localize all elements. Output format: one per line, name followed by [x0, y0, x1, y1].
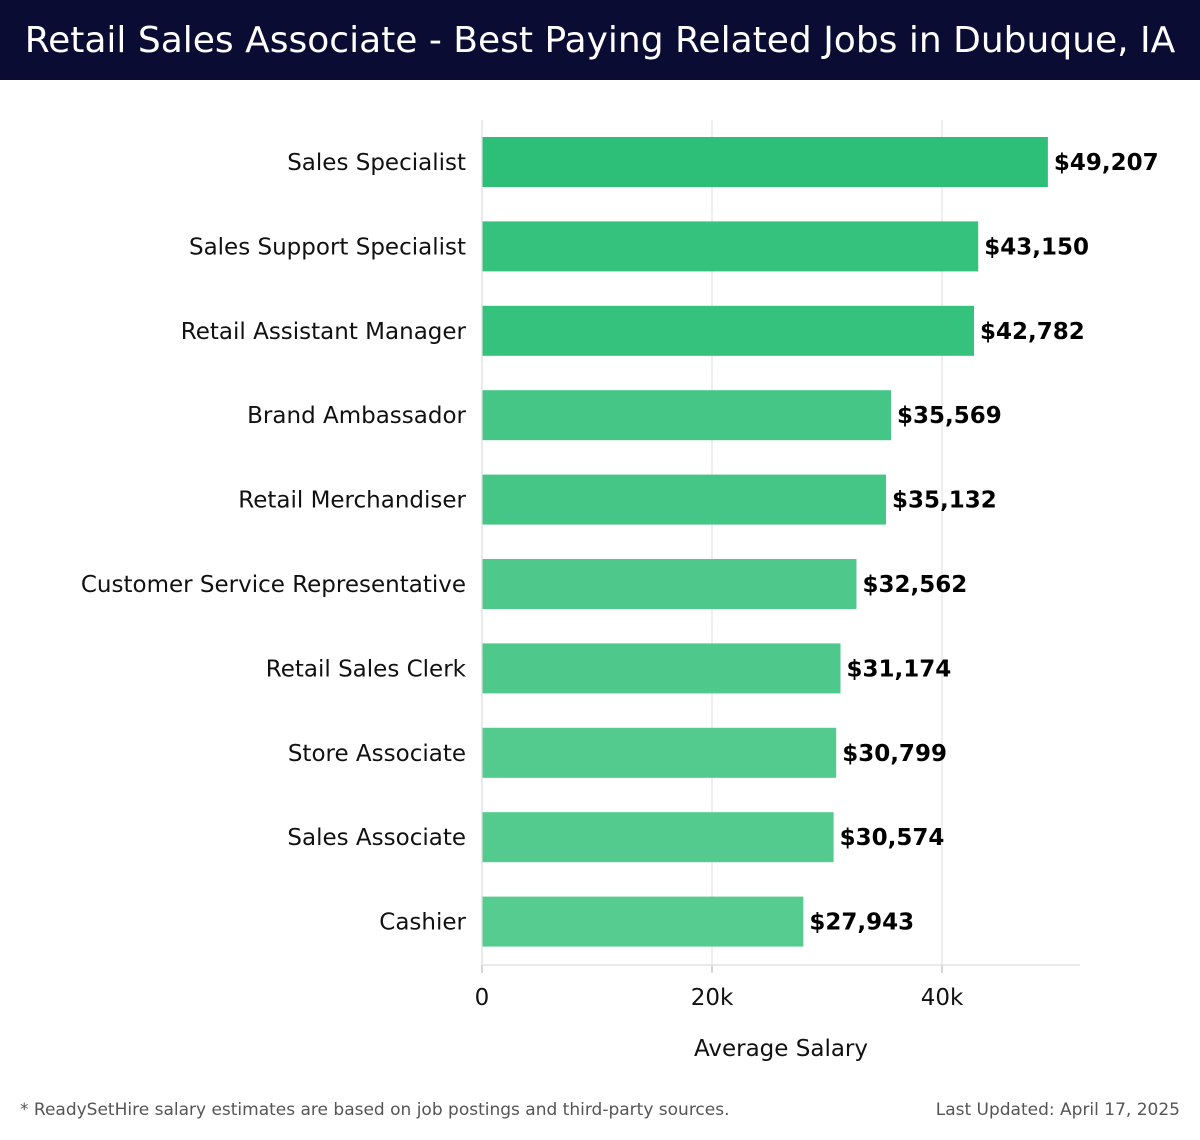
bar	[482, 474, 887, 525]
x-tick-label: 40k	[921, 985, 964, 1011]
bar	[482, 727, 837, 778]
value-label: $43,150	[984, 234, 1089, 260]
value-label: $27,943	[809, 910, 914, 936]
bar	[482, 643, 841, 694]
category-label: Sales Support Specialist	[189, 234, 466, 260]
category-label: Sales Associate	[287, 825, 466, 851]
category-label: Brand Ambassador	[247, 403, 466, 429]
footer-updated: Last Updated: April 17, 2025	[935, 1100, 1180, 1120]
value-label: $32,562	[862, 572, 967, 598]
x-axis: 0 20k 40k	[475, 120, 1080, 1011]
bar	[482, 559, 857, 609]
bar	[482, 305, 974, 356]
category-label: Retail Sales Clerk	[266, 656, 467, 682]
category-label: Customer Service Representative	[81, 572, 466, 598]
bar	[482, 390, 892, 441]
value-label: $35,569	[897, 403, 1002, 429]
category-label: Cashier	[379, 910, 466, 936]
value-label: $35,132	[892, 488, 997, 514]
footer-note: * ReadySetHire salary estimates are base…	[20, 1100, 730, 1120]
x-tick-label: 20k	[691, 985, 734, 1011]
chart-title: Retail Sales Associate - Best Paying Rel…	[24, 19, 1176, 61]
value-label: $42,782	[980, 319, 1085, 345]
value-label: $31,174	[847, 656, 952, 682]
chart-header: Retail Sales Associate - Best Paying Rel…	[0, 0, 1200, 80]
bar	[482, 812, 834, 863]
bar	[482, 896, 804, 947]
bar	[482, 221, 979, 272]
value-label: $30,574	[840, 825, 945, 851]
category-label: Store Associate	[288, 741, 466, 767]
value-label: $49,207	[1054, 150, 1159, 176]
bars: Sales Specialist $49,207 Sales Support Spe…	[81, 137, 1159, 947]
x-tick-label: 0	[475, 985, 490, 1011]
bar	[482, 137, 1048, 187]
category-label: Sales Specialist	[287, 150, 466, 176]
category-label: Retail Assistant Manager	[181, 319, 467, 345]
value-label: $30,799	[842, 741, 947, 767]
x-axis-title: Average Salary	[694, 1036, 868, 1062]
category-label: Retail Merchandiser	[238, 488, 466, 514]
bar-chart: Sales Specialist $49,207 Sales Support Spe…	[81, 120, 1159, 1062]
